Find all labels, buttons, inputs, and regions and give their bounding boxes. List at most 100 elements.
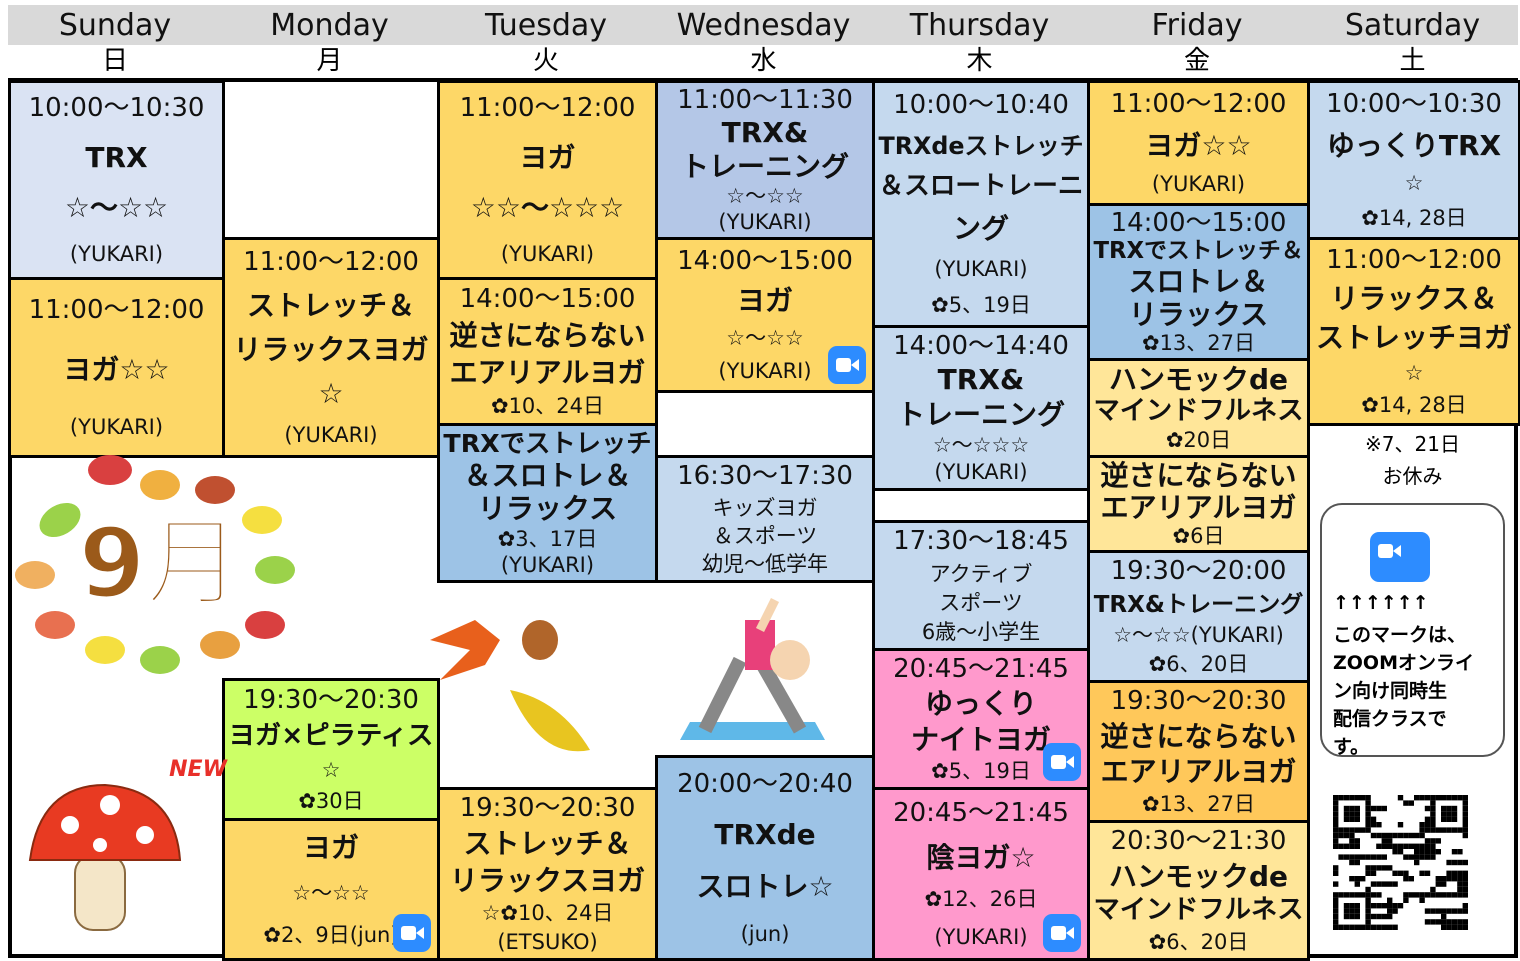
class-text: TRX&トレーニング: [1093, 591, 1304, 618]
class-text: スロトレ☆: [696, 869, 834, 903]
class-text: 10:00〜10:30: [28, 93, 205, 124]
zoom-icon: [393, 914, 431, 952]
day-kanji: 土: [1399, 46, 1426, 76]
zoom-note-line: す。: [1333, 736, 1370, 758]
class-text: 14:00〜14:40: [893, 330, 1069, 361]
class-text: 19:30〜20:30: [1110, 686, 1287, 717]
class-cell: 11:00〜12:00 ヨガ ☆☆〜☆☆☆ (YUKARI): [437, 80, 658, 280]
class-text: ハンモックde: [1108, 362, 1289, 396]
zoom-icon: [1370, 532, 1430, 582]
class-text: ☆☆〜☆☆☆: [470, 190, 625, 224]
class-text: ナイトヨガ: [910, 722, 1051, 756]
class-cell: 10:00〜10:40 TRXdeストレッチ ＆スロートレーニ ング (YUKARI) ✿…: [872, 80, 1090, 328]
class-cell: 20:45〜21:45 陰ヨガ☆ ✿12、26日 (YUKARI): [872, 787, 1090, 961]
class-text: 16:30〜17:30: [677, 461, 853, 492]
class-text: ✿5、19日: [931, 292, 1031, 317]
class-text: ☆〜☆☆(YUKARI): [1113, 622, 1284, 647]
class-text: ハンモックde: [1108, 859, 1289, 893]
day-kanji: 水: [750, 46, 777, 76]
class-text: マインドフルネス: [1093, 395, 1304, 426]
class-text: ✿14, 28日: [1361, 393, 1467, 418]
class-text: ヨガ: [736, 284, 793, 318]
class-text: ✿13、27日: [1141, 791, 1256, 816]
class-text: (YUKARI): [69, 241, 164, 266]
class-cell: ヨガ ☆〜☆☆ ✿2、9日(jun): [222, 818, 440, 961]
class-text: (ETSUKO): [497, 929, 598, 954]
class-text: TRX&: [937, 363, 1025, 397]
class-text: (jun): [740, 921, 790, 946]
class-text: 11:00〜11:30: [677, 84, 853, 115]
class-text: 20:45〜21:45: [893, 653, 1069, 684]
class-text: 19:30〜20:00: [1110, 556, 1287, 587]
class-text: (YUKARI): [934, 925, 1028, 950]
class-text: 逆さにならない: [1100, 719, 1297, 753]
class-cell: 11:00〜12:00 ストレッチ＆ リラックスヨガ ☆ (YUKARI): [222, 237, 440, 458]
class-text: リラックス: [477, 492, 618, 526]
class-text: ストレッチ＆: [463, 827, 632, 861]
class-text: (YUKARI): [934, 256, 1028, 281]
class-text: ＆スポーツ: [712, 523, 818, 548]
class-cell: TRXでストレッチ ＆スロトレ＆ リラックス ✿3、17日 (YUKARI): [437, 423, 658, 583]
class-cell: 20:00〜20:40 TRXde スロトレ☆ (jun): [655, 755, 875, 961]
class-text: 11:00〜12:00: [243, 247, 419, 278]
day-kanji: 金: [1183, 46, 1210, 76]
class-text: (YUKARI): [284, 422, 378, 447]
class-text: 11:00〜12:00: [1110, 89, 1287, 120]
class-text: TRXdeストレッチ: [878, 131, 1084, 160]
day-name: Tuesday: [484, 8, 608, 43]
class-text: ☆: [1404, 361, 1424, 386]
class-text: ング: [952, 211, 1009, 245]
class-text: ストレッチヨガ: [1315, 321, 1512, 355]
class-text: リラックス: [1128, 297, 1269, 331]
class-text: (YUKARI): [1151, 171, 1246, 196]
class-text: 14:00〜15:00: [459, 283, 636, 314]
class-cell: ハンモックde マインドフルネス ✿20日: [1087, 358, 1310, 458]
class-text: ✿6日: [1172, 523, 1225, 548]
class-text: ☆〜☆☆☆: [932, 433, 1030, 458]
class-text: TRX: [85, 141, 148, 174]
class-text: エアリアルヨガ: [1100, 490, 1297, 524]
class-text: 逆さにならない: [449, 318, 646, 352]
day-name: Thursday: [909, 8, 1050, 43]
class-text: ヨガ×ピラティス: [228, 721, 434, 752]
class-cell: 14:00〜15:00 TRXでストレッチ＆ スロトレ＆ リラックス ✿13、27日: [1087, 203, 1310, 361]
class-text: 逆さにならない: [1100, 459, 1297, 493]
class-text: 14:00〜15:00: [1110, 207, 1287, 238]
class-text: (YUKARI): [500, 552, 595, 577]
class-text: ヨガ☆☆: [63, 353, 170, 387]
zoom-note-line: 配信クラスで: [1333, 708, 1447, 730]
class-cell: 11:00〜12:00 ヨガ☆☆ (YUKARI): [8, 277, 225, 458]
class-text: TRXでストレッチ＆: [1093, 238, 1304, 265]
class-text: 6歳〜小学生: [921, 619, 1041, 644]
day-kanji: 木: [966, 46, 993, 76]
class-cell: 19:30〜20:30 ヨガ×ピラティス ☆ ✿30日: [222, 678, 440, 821]
zoom-note-line: ZOOMオンライ: [1333, 652, 1474, 674]
zoom-icon: [828, 346, 866, 384]
class-text: ☆: [321, 758, 341, 783]
class-text: ☆〜☆☆: [64, 190, 169, 224]
class-text: ☆✿10、24日: [481, 900, 614, 925]
class-text: ✿14, 28日: [1361, 205, 1467, 230]
class-text: (YUKARI): [69, 414, 164, 439]
class-text: トレーニング: [896, 397, 1065, 431]
class-text: TRX&: [721, 116, 809, 150]
day-name: Friday: [1151, 8, 1243, 43]
closed-note: お休み: [1382, 464, 1443, 488]
class-text: ✿30日: [298, 788, 364, 813]
class-text: 10:00〜10:40: [893, 90, 1069, 121]
day-kanji: 日: [101, 46, 128, 76]
class-cell: 17:30〜18:45 アクティブ スポーツ 6歳〜小学生: [872, 520, 1090, 651]
class-cell: 20:45〜21:45 ゆっくり ナイトヨガ ✿5、19日: [872, 648, 1090, 790]
zoom-icon: [1043, 914, 1081, 952]
class-text: 11:00〜12:00: [1326, 244, 1502, 275]
class-text: ✿20日: [1165, 428, 1232, 453]
class-text: マインドフルネス: [1093, 895, 1304, 926]
day-kanji: 火: [532, 46, 559, 76]
day-name: Sunday: [58, 8, 172, 43]
class-cell: 11:00〜11:30 TRX& トレーニング ☆〜☆☆ (YUKARI): [655, 80, 875, 240]
class-text: 14:00〜15:00: [677, 245, 853, 276]
class-text: 陰ヨガ☆: [926, 840, 1036, 874]
class-text: (YUKARI): [718, 359, 812, 384]
class-text: ✿10、24日: [490, 394, 605, 419]
